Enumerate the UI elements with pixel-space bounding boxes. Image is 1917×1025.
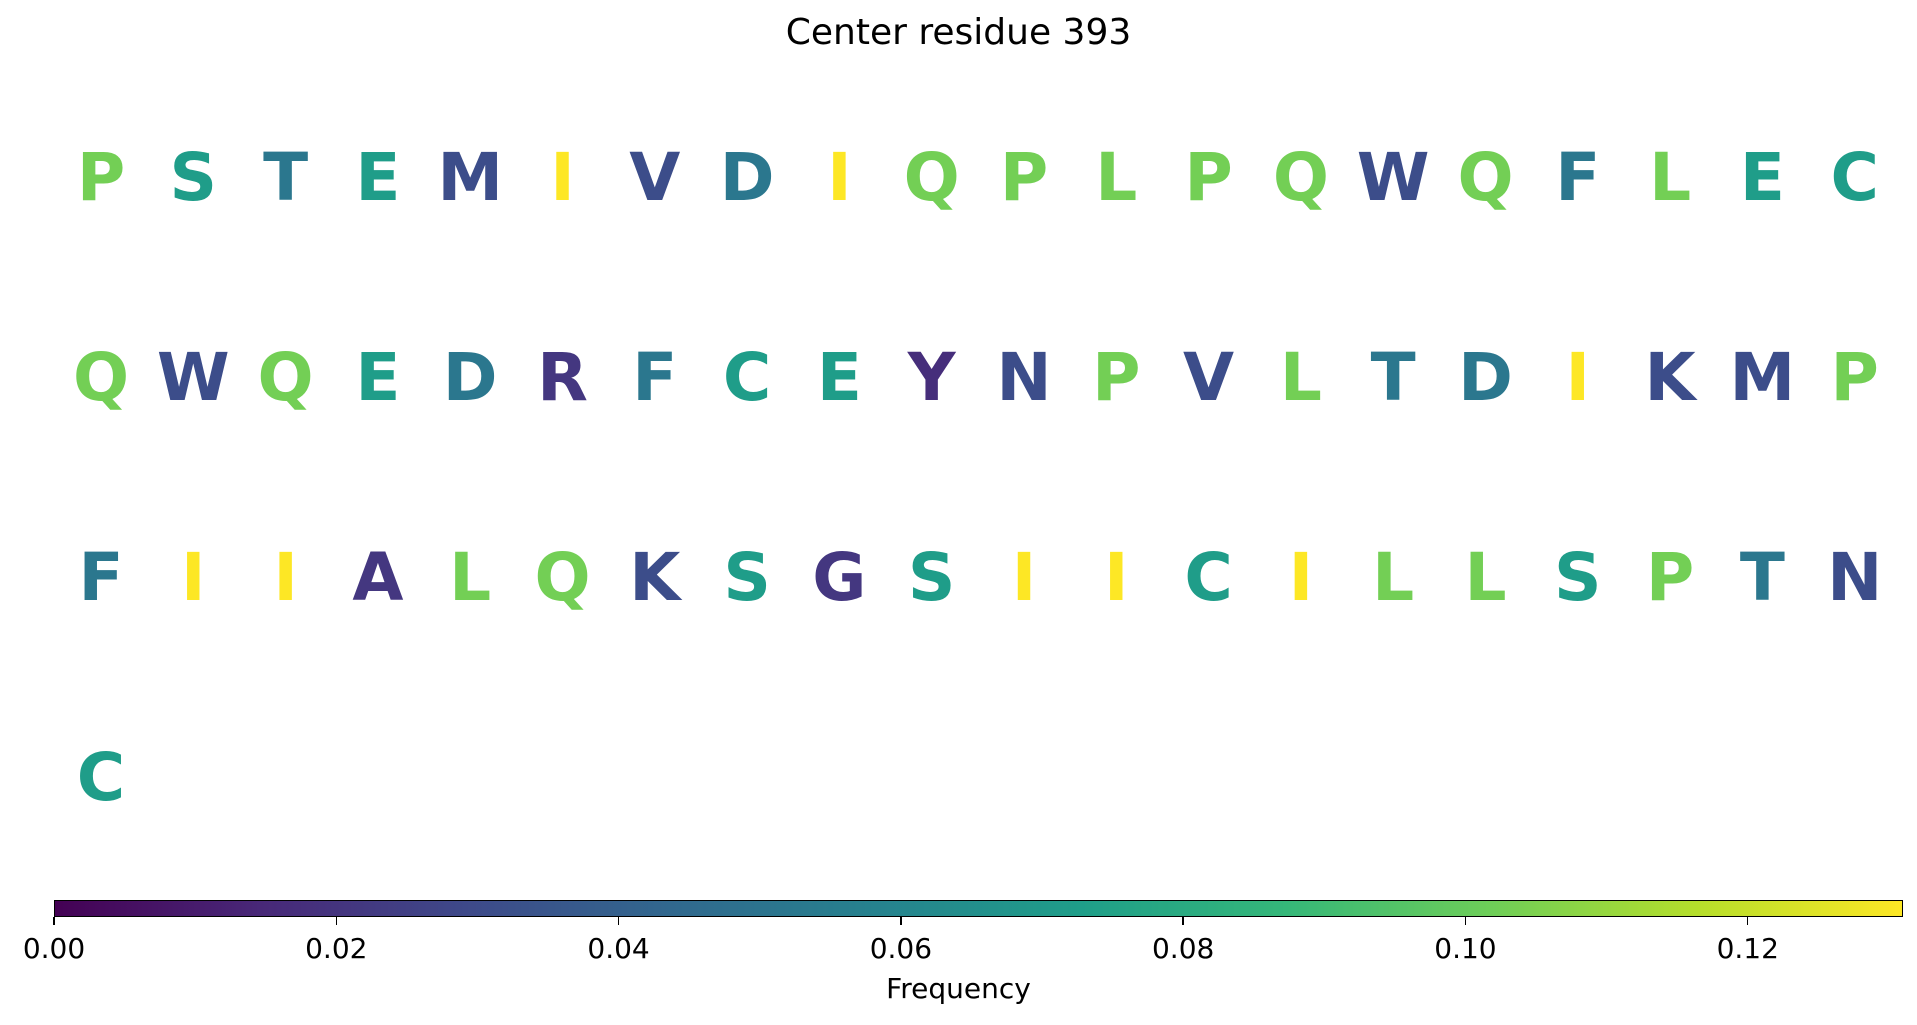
colorbar-label: Frequency xyxy=(886,972,1031,1005)
residue-letter: P xyxy=(76,139,126,216)
residue-letter: D xyxy=(719,139,775,216)
residue-letter: C xyxy=(722,339,772,416)
residue-letter: M xyxy=(1729,339,1796,416)
residue-letter: P xyxy=(999,139,1049,216)
residue-letter: I xyxy=(1565,339,1591,416)
residue-letter: F xyxy=(632,339,678,416)
residue-letter: Q xyxy=(1457,139,1514,216)
residue-letter: R xyxy=(537,339,588,416)
residue-letter: L xyxy=(449,539,492,616)
residue-letter: G xyxy=(812,539,867,616)
residue-letter: P xyxy=(1184,139,1233,216)
residue-letter: P xyxy=(1645,539,1695,616)
residue-letter: T xyxy=(263,139,309,216)
residue-letter: S xyxy=(723,539,771,616)
residue-letter: Q xyxy=(534,539,591,616)
residue-letter: Q xyxy=(257,339,314,416)
chart-title: Center residue 393 xyxy=(785,12,1132,53)
residue-letter: C xyxy=(1184,539,1233,616)
residue-letter: D xyxy=(1458,339,1513,416)
residue-letter: I xyxy=(1288,539,1314,616)
residue-letter: C xyxy=(1830,139,1879,216)
residue-letter: S xyxy=(907,539,956,616)
residue-letter: K xyxy=(1644,339,1696,416)
residue-letter: L xyxy=(1279,339,1322,416)
residue-letter: I xyxy=(827,139,852,216)
residue-letter: M xyxy=(437,139,504,216)
residue-letter: Q xyxy=(1272,139,1329,216)
residue-letter: D xyxy=(442,339,498,416)
residue-letter: Q xyxy=(903,139,960,216)
residue-letter: E xyxy=(355,139,401,216)
residue-letter: V xyxy=(1183,339,1235,416)
residue-letter: A xyxy=(352,539,404,616)
residue-letter: W xyxy=(156,339,230,416)
residue-letter: E xyxy=(816,339,862,416)
residue-letter: Q xyxy=(72,339,130,416)
residue-letter: K xyxy=(629,539,681,616)
colorbar xyxy=(54,900,1903,917)
residue-letter: F xyxy=(78,539,124,616)
residue-letter: E xyxy=(355,339,401,416)
residue-letter: W xyxy=(1356,139,1430,216)
residue-letter: L xyxy=(1649,139,1692,216)
residue-letter: V xyxy=(629,139,681,216)
residue-letter: N xyxy=(1827,539,1883,616)
residue-letter: S xyxy=(1554,539,1602,616)
residue-letter: T xyxy=(1370,339,1416,416)
residue-letter: I xyxy=(181,539,206,616)
residue-letter: L xyxy=(1464,539,1507,616)
residue-letter: P xyxy=(1830,339,1879,416)
residue-letter: L xyxy=(1372,539,1415,616)
residue-letter: I xyxy=(550,139,575,216)
residue-letter: I xyxy=(1011,539,1037,616)
residue-letter: I xyxy=(273,539,298,616)
residue-letter: P xyxy=(1092,339,1141,416)
residue-letter: T xyxy=(1739,539,1785,616)
residue-letter: N xyxy=(996,339,1052,416)
residue-letter: L xyxy=(1095,139,1138,216)
residue-letter: F xyxy=(1555,139,1601,216)
residue-letter: C xyxy=(76,739,126,816)
residue-letter: S xyxy=(169,139,218,216)
residue-letter: Y xyxy=(907,339,956,416)
residue-letter: I xyxy=(1104,539,1129,616)
residue-letter: E xyxy=(1739,139,1785,216)
